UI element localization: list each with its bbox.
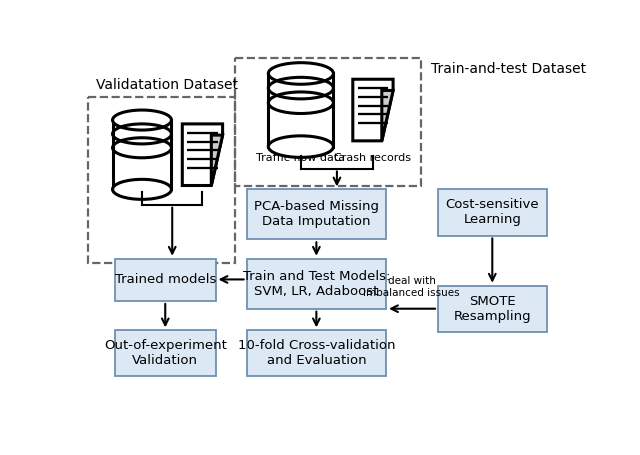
- Ellipse shape: [113, 110, 172, 130]
- Text: Cost-sensitive
Learning: Cost-sensitive Learning: [445, 198, 539, 227]
- Ellipse shape: [113, 179, 172, 199]
- Text: Train-and-test Dataset: Train-and-test Dataset: [431, 62, 586, 76]
- Text: SMOTE
Resampling: SMOTE Resampling: [454, 295, 531, 323]
- FancyBboxPatch shape: [246, 258, 386, 308]
- Ellipse shape: [268, 136, 333, 157]
- FancyBboxPatch shape: [438, 189, 547, 236]
- Bar: [113, 120, 172, 189]
- Text: deal with
imbalanced issues: deal with imbalanced issues: [364, 276, 460, 298]
- FancyBboxPatch shape: [115, 258, 216, 301]
- FancyBboxPatch shape: [438, 286, 547, 332]
- Polygon shape: [353, 79, 393, 141]
- Polygon shape: [211, 135, 223, 186]
- FancyBboxPatch shape: [115, 330, 216, 376]
- Polygon shape: [382, 91, 393, 141]
- Text: Validatation Dataset: Validatation Dataset: [95, 77, 237, 91]
- Text: Out-of-experiment
Validation: Out-of-experiment Validation: [104, 339, 227, 367]
- Text: Train and Test Models:
SVM, LR, Adaboost: Train and Test Models: SVM, LR, Adaboost: [243, 270, 390, 298]
- FancyBboxPatch shape: [246, 189, 386, 239]
- Ellipse shape: [268, 63, 333, 84]
- Text: Crash records: Crash records: [335, 153, 412, 163]
- Polygon shape: [182, 124, 223, 186]
- FancyBboxPatch shape: [246, 330, 386, 376]
- Bar: [268, 73, 333, 147]
- Text: Trained models: Trained models: [115, 273, 216, 286]
- Text: PCA-based Missing
Data Imputation: PCA-based Missing Data Imputation: [254, 200, 379, 228]
- Text: 10-fold Cross-validation
and Evaluation: 10-fold Cross-validation and Evaluation: [237, 339, 395, 367]
- Text: Traffic flow data: Traffic flow data: [256, 153, 346, 163]
